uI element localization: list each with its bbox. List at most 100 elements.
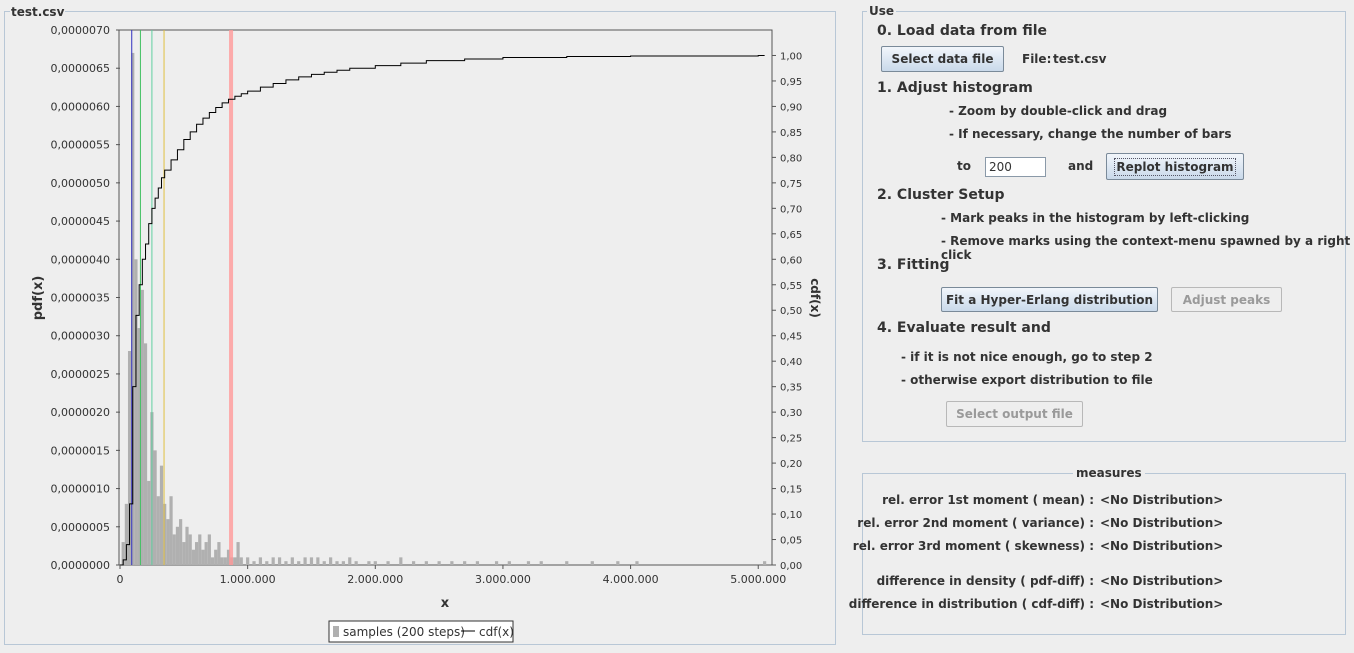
histogram-bar xyxy=(450,561,454,565)
histogram-bar xyxy=(635,561,639,565)
chart-panel xyxy=(4,11,836,645)
y-tick-label: 0,0000005 xyxy=(51,521,111,534)
histogram-bar xyxy=(252,561,256,565)
histogram-bar xyxy=(322,561,326,565)
fit-hyper-erlang-button[interactable]: Fit a Hyper-Erlang distribution xyxy=(941,287,1158,312)
histogram-bar xyxy=(399,557,403,565)
histogram-bar xyxy=(175,526,180,565)
legend-samples-label: samples (200 steps) xyxy=(343,625,465,639)
select-output-file-button[interactable]: Select output file xyxy=(946,401,1083,427)
histogram-bar xyxy=(277,557,282,565)
histogram-bar xyxy=(265,561,269,565)
y-tick-label: 0,0000040 xyxy=(51,253,111,266)
y2-tick-label: 0,65 xyxy=(780,230,802,241)
x-tick-label: 5.000.000 xyxy=(730,573,786,586)
histogram-bar xyxy=(220,557,224,565)
histogram-bar xyxy=(539,561,543,565)
y2-axis-label: cdf(x) xyxy=(808,278,822,318)
file-name: test.csv xyxy=(1053,52,1107,66)
histogram-bar xyxy=(373,561,377,565)
y2-tick-label: 0,60 xyxy=(780,255,802,266)
histogram-bar xyxy=(475,561,480,565)
y2-tick-label: 0,85 xyxy=(780,128,802,139)
histogram-bar xyxy=(763,561,767,565)
x-tick-label: 3.000.000 xyxy=(475,573,531,586)
histogram-bar xyxy=(137,328,141,565)
histogram-bar xyxy=(185,526,189,565)
histogram-bar xyxy=(424,561,428,565)
y-tick-label: 0,0000065 xyxy=(51,62,111,75)
peak-mark[interactable] xyxy=(229,30,234,565)
step1-heading: 1. Adjust histogram xyxy=(877,80,1033,96)
histogram-bar xyxy=(166,519,170,565)
step1-note-bars: - If necessary, change the number of bar… xyxy=(949,127,1232,141)
y2-tick-label: 0,45 xyxy=(780,332,802,343)
y-tick-label: 0,0000020 xyxy=(51,406,111,419)
select-data-file-button[interactable]: Select data file xyxy=(881,46,1004,72)
y2-tick-label: 0,95 xyxy=(780,77,802,88)
histogram-bar xyxy=(367,561,371,565)
x-tick-label: 1.000.000 xyxy=(220,573,276,586)
measure-value-variance: <No Distribution> xyxy=(1100,516,1224,530)
step3-heading: 3. Fitting xyxy=(877,257,950,273)
y2-tick-label: 0,75 xyxy=(780,179,802,190)
measure-label-skewness: rel. error 3rd moment ( skewness) : xyxy=(852,539,1094,553)
x-tick-label: 4.000.000 xyxy=(603,573,659,586)
histogram-bar xyxy=(341,561,345,565)
replot-histogram-button[interactable]: Replot histogram xyxy=(1106,153,1244,180)
y2-tick-label: 0,35 xyxy=(780,383,802,394)
number-of-bars-input[interactable] xyxy=(985,157,1046,177)
histogram-bar xyxy=(354,561,358,565)
histogram-bar xyxy=(191,549,195,565)
y2-tick-label: 0,15 xyxy=(780,485,802,496)
use-panel-title: Use xyxy=(867,4,897,18)
and-label: and xyxy=(1068,159,1094,173)
file-label: File: xyxy=(1022,52,1052,66)
y2-tick-label: 0,70 xyxy=(780,204,802,215)
histogram-bar xyxy=(134,259,138,565)
histogram-bar xyxy=(616,561,620,565)
histogram-bar xyxy=(526,561,531,565)
measure-label-pdf-diff: difference in density ( pdf-diff) : xyxy=(876,574,1094,588)
histogram-bar xyxy=(303,557,307,565)
legend-samples-swatch xyxy=(333,626,339,637)
use-panel xyxy=(862,11,1346,442)
histogram-bar xyxy=(297,561,301,565)
chart-panel-title: test.csv xyxy=(10,5,66,19)
measure-value-cdf-diff: <No Distribution> xyxy=(1100,597,1224,611)
measure-label-cdf-diff: difference in distribution ( cdf-diff) : xyxy=(848,597,1094,611)
y-tick-label: 0,0000035 xyxy=(51,292,111,305)
cdf-line xyxy=(120,54,765,566)
y-tick-label: 0,0000045 xyxy=(51,215,111,228)
histogram-bar xyxy=(226,549,231,565)
y2-tick-label: 1,00 xyxy=(780,51,802,62)
histogram-chart[interactable]: 0,0000000 0,0000005 0,0000010 0,0000015 0,00… xyxy=(0,0,840,653)
y-axis-label: pdf(x) xyxy=(31,276,46,321)
histogram-bar xyxy=(217,542,221,565)
step2-heading: 2. Cluster Setup xyxy=(877,187,1005,203)
y2-tick-label: 0,05 xyxy=(780,536,802,547)
measure-value-skewness: <No Distribution> xyxy=(1100,539,1224,553)
adjust-peaks-button[interactable]: Adjust peaks xyxy=(1171,287,1282,312)
histogram-bar xyxy=(223,557,227,565)
y-tick-label: 0,0000025 xyxy=(51,368,111,381)
histogram-bar xyxy=(258,557,263,565)
histogram-bar xyxy=(233,557,237,565)
histogram-bar xyxy=(179,519,183,565)
histogram-bar xyxy=(239,557,243,565)
y2-tick-label: 0,10 xyxy=(780,510,802,521)
step1-note-zoom: - Zoom by double-click and drag xyxy=(949,104,1168,118)
y-tick-label: 0,0000055 xyxy=(51,139,111,152)
histogram-bar xyxy=(140,289,144,565)
measures-panel-title: measures xyxy=(1073,466,1145,480)
histogram-bar xyxy=(290,557,294,565)
histogram-bar xyxy=(463,561,467,565)
to-label: to xyxy=(957,159,971,173)
y-tick-label: 0,0000010 xyxy=(51,483,111,496)
histogram-bar xyxy=(246,557,250,565)
step4-heading: 4. Evaluate result and xyxy=(877,320,1051,336)
plot-area[interactable] xyxy=(118,29,773,566)
histogram-bar xyxy=(194,542,199,565)
histogram-bar xyxy=(309,557,314,565)
measure-label-mean: rel. error 1st moment ( mean) : xyxy=(882,493,1094,507)
